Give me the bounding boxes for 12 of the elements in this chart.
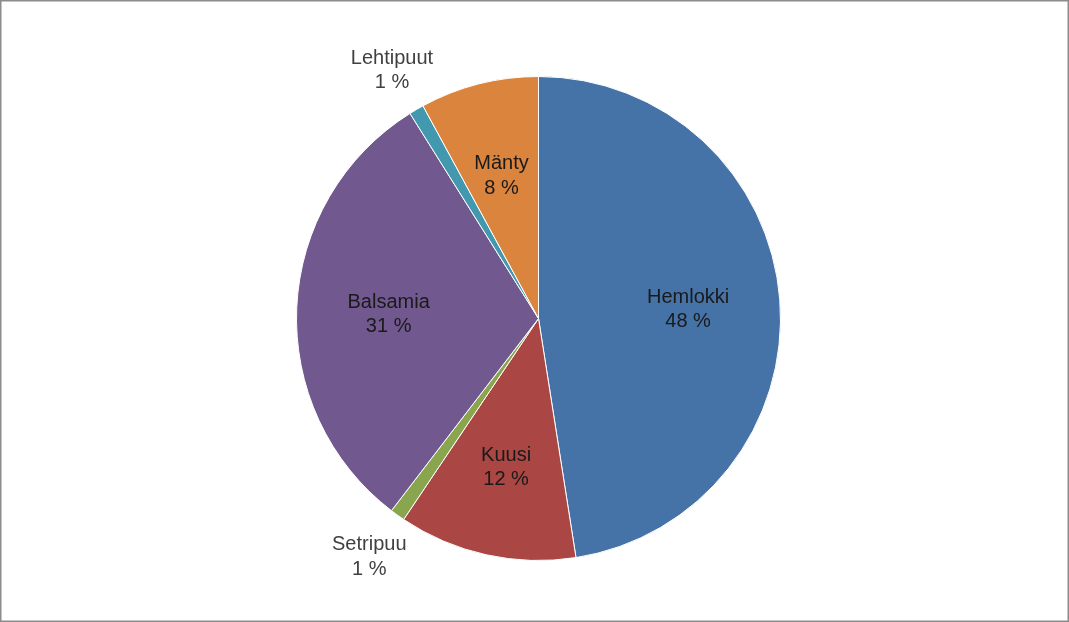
data-label: 1 % <box>374 70 410 93</box>
slice-label: Setripuu <box>332 532 407 555</box>
slice-label: Lehtipuut <box>350 45 434 68</box>
slice-label: Hemlokki <box>646 284 730 307</box>
data-label: 1 % <box>352 556 387 579</box>
data-label: 8 % <box>484 175 519 198</box>
data-label: 12 % <box>483 467 530 490</box>
data-label: 48 % <box>665 309 712 332</box>
slice-label: Balsamia <box>347 289 431 312</box>
slice-label: Mänty <box>474 151 529 174</box>
slice-label: Kuusi <box>481 443 532 465</box>
data-label: 31 % <box>365 313 412 336</box>
